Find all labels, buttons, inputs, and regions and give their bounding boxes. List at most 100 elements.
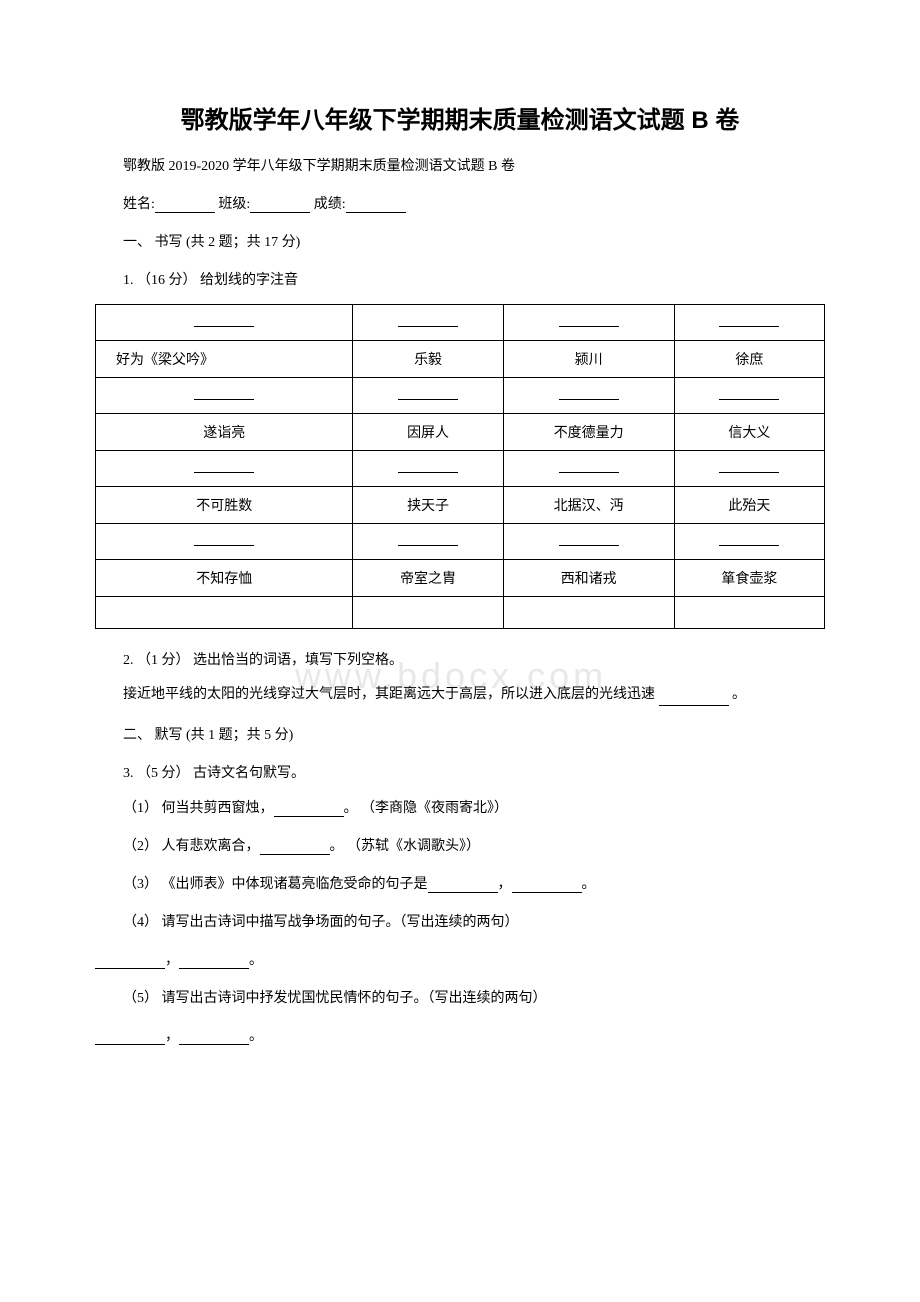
sub-question: （1） 何当共剪西窗烛， 。 （李商隐《夜雨寄北》） [95, 797, 825, 817]
table-cell-blank [96, 305, 353, 341]
pinyin-blank [719, 459, 779, 473]
student-info-line: 姓名: 班级: 成绩: [95, 193, 825, 213]
document-container: 鄂教版学年八年级下学期期末质量检测语文试题 B 卷 鄂教版 2019-2020 … [95, 100, 825, 1045]
answer-blank [428, 877, 498, 893]
q2-text: 接近地平线的太阳的光线穿过大气层时，其距离远大于高层，所以进入底层的光线迅速 [123, 687, 659, 702]
table-cell-text: 信大义 [674, 414, 824, 451]
table-cell-text: 徐庶 [674, 341, 824, 378]
table-row [96, 378, 825, 414]
question-3-prompt: 3. （5 分） 古诗文名句默写。 [95, 762, 825, 782]
table-cell-text: 帝室之胄 [353, 560, 503, 597]
answer-blank [260, 839, 330, 855]
sub-question-separator: ， [498, 877, 512, 892]
answer-blank [179, 1029, 249, 1045]
table-cell-blank [674, 524, 824, 560]
table-cell-blank [503, 378, 674, 414]
table-row [96, 597, 825, 629]
table-cell-text: 遂诣亮 [96, 414, 353, 451]
sub-question-suffix: 。 （李商隐《夜雨寄北》） [344, 801, 509, 816]
question-2-body: 接近地平线的太阳的光线穿过大气层时，其距离远大于高层，所以进入底层的光线迅速 。 [95, 684, 825, 706]
pinyin-blank [559, 313, 619, 327]
table-cell-empty [96, 597, 353, 629]
pinyin-blank [398, 386, 458, 400]
table-cell-text: 不度德量力 [503, 414, 674, 451]
q2-blank [659, 690, 729, 706]
sub-question-suffix: 。 （苏轼《水调歌头》） [330, 839, 481, 854]
table-cell-blank [674, 378, 824, 414]
pinyin-blank [719, 532, 779, 546]
answer-line: ，。 [95, 949, 825, 969]
table-cell-blank [353, 451, 503, 487]
table-cell-empty [503, 597, 674, 629]
pinyin-blank [194, 459, 254, 473]
table-cell-text: 此殆天 [674, 487, 824, 524]
table-cell-blank [353, 305, 503, 341]
table-cell-blank [503, 451, 674, 487]
table-row [96, 451, 825, 487]
table-cell-empty [674, 597, 824, 629]
table-cell-blank [674, 305, 824, 341]
table-cell-text: 箪食壶浆 [674, 560, 824, 597]
name-label: 姓名: [123, 197, 155, 212]
pinyin-blank [398, 313, 458, 327]
sub-question: （5） 请写出古诗词中抒发忧国忧民情怀的句子。（写出连续的两句） [95, 987, 825, 1007]
table-cell-text: 好为《梁父吟》 [96, 341, 353, 378]
pinyin-blank [194, 386, 254, 400]
sub-question: （3） 《出师表》中体现诸葛亮临危受命的句子是 ， 。 [95, 873, 825, 893]
page-title: 鄂教版学年八年级下学期期末质量检测语文试题 B 卷 [95, 100, 825, 135]
sub-question: （4） 请写出古诗词中描写战争场面的句子。（写出连续的两句） [95, 911, 825, 931]
table-cell-text: 不知存恤 [96, 560, 353, 597]
table-cell-blank [96, 451, 353, 487]
pinyin-blank [559, 386, 619, 400]
answer-blank [95, 1029, 165, 1045]
score-label: 成绩: [314, 197, 346, 212]
table-cell-text: 不可胜数 [96, 487, 353, 524]
question-2-prompt: 2. （1 分） 选出恰当的词语，填写下列空格。 [95, 649, 825, 669]
pinyin-blank [194, 313, 254, 327]
question-3-items: （1） 何当共剪西窗烛， 。 （李商隐《夜雨寄北》） （2） 人有悲欢离合， 。 （苏… [95, 797, 825, 1045]
pinyin-blank [559, 532, 619, 546]
pinyin-blank [398, 532, 458, 546]
sub-question: （2） 人有悲欢离合， 。 （苏轼《水调歌头》） [95, 835, 825, 855]
pinyin-blank [559, 459, 619, 473]
answer-blank [95, 953, 165, 969]
section-2-header: 二、 默写 (共 1 题；共 5 分) [95, 724, 825, 744]
table-cell-blank [503, 305, 674, 341]
table-row [96, 305, 825, 341]
table-cell-blank [674, 451, 824, 487]
table-row: 遂诣亮因屏人不度德量力信大义 [96, 414, 825, 451]
pinyin-table: 好为《梁父吟》乐毅颍川徐庶遂诣亮因屏人不度德量力信大义不可胜数挟天子北据汉、沔此… [95, 304, 825, 629]
section-1-header: 一、 书写 (共 2 题；共 17 分) [95, 231, 825, 251]
table-cell-text: 北据汉、沔 [503, 487, 674, 524]
table-cell-blank [353, 378, 503, 414]
table-cell-blank [503, 524, 674, 560]
q2-suffix: 。 [729, 687, 747, 702]
table-cell-blank [96, 378, 353, 414]
sub-question-text: （2） 人有悲欢离合， [123, 839, 260, 854]
name-blank [155, 197, 215, 213]
question-1-prompt: 1. （16 分） 给划线的字注音 [95, 269, 825, 289]
table-cell-text: 乐毅 [353, 341, 503, 378]
sub-question-text: （3） 《出师表》中体现诸葛亮临危受命的句子是 [123, 877, 428, 892]
table-cell-empty [353, 597, 503, 629]
answer-blank [179, 953, 249, 969]
score-blank [346, 197, 406, 213]
table-cell-text: 因屏人 [353, 414, 503, 451]
answer-blank [512, 877, 582, 893]
sub-question-suffix: 。 [582, 877, 596, 892]
class-blank [250, 197, 310, 213]
table-row: 不知存恤帝室之胄西和诸戎箪食壶浆 [96, 560, 825, 597]
pinyin-blank [719, 313, 779, 327]
table-cell-text: 西和诸戎 [503, 560, 674, 597]
answer-line: ，。 [95, 1025, 825, 1045]
table-row [96, 524, 825, 560]
table-cell-text: 颍川 [503, 341, 674, 378]
table-cell-blank [353, 524, 503, 560]
pinyin-blank [719, 386, 779, 400]
table-row: 不可胜数挟天子北据汉、沔此殆天 [96, 487, 825, 524]
class-label: 班级: [218, 197, 250, 212]
sub-question-text: （1） 何当共剪西窗烛， [123, 801, 274, 816]
pinyin-blank [194, 532, 254, 546]
pinyin-blank [398, 459, 458, 473]
subtitle: 鄂教版 2019-2020 学年八年级下学期期末质量检测语文试题 B 卷 [95, 155, 825, 175]
